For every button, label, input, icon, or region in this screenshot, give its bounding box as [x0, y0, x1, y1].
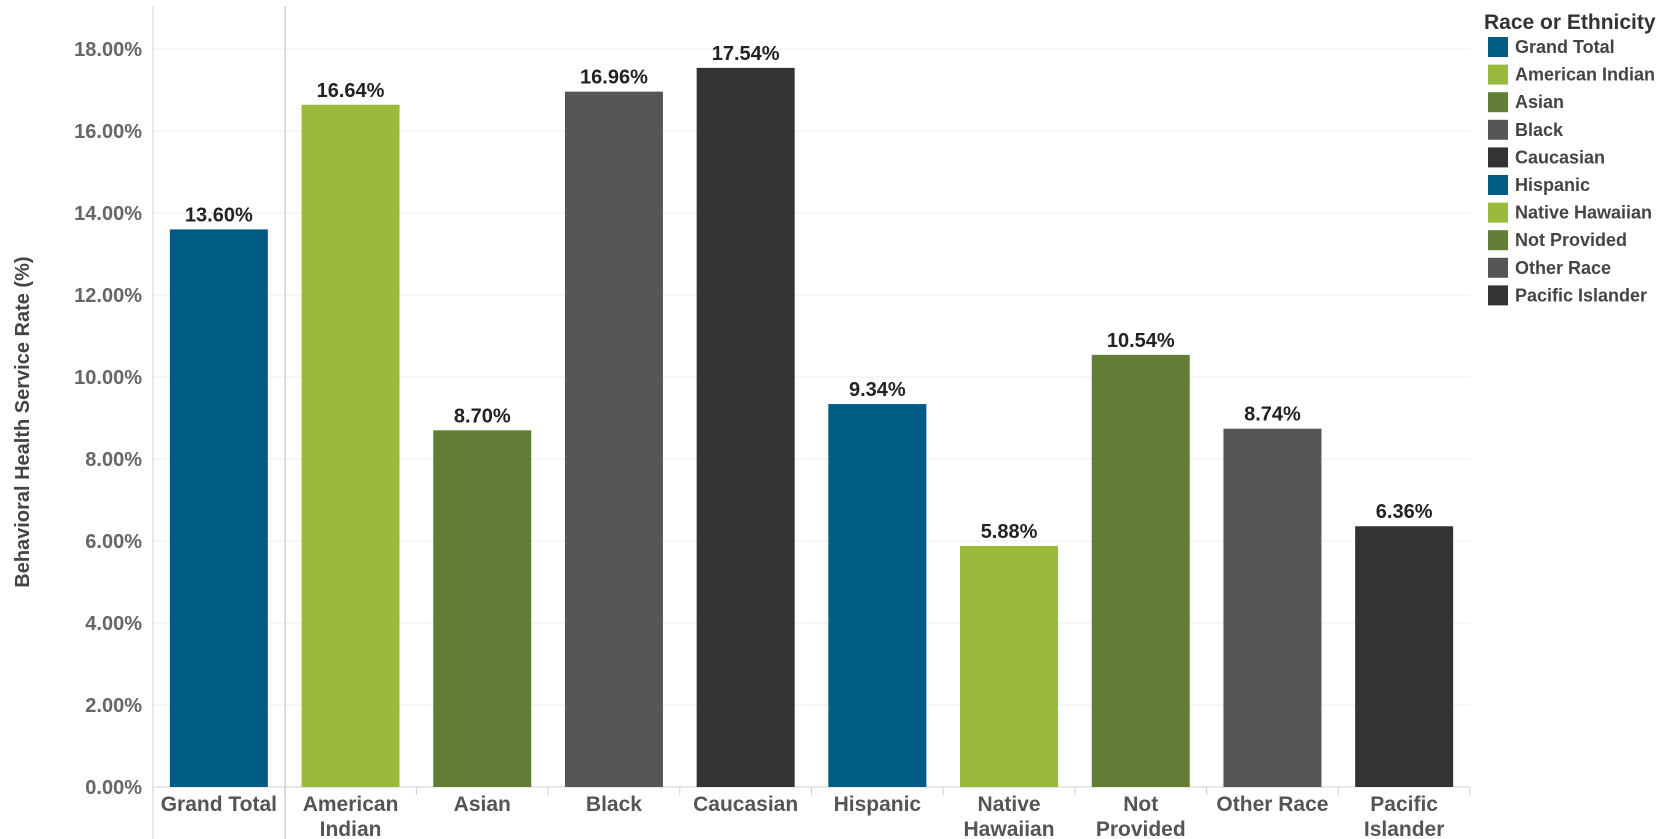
legend-entry-label: Other Race [1515, 258, 1611, 278]
legend-entry-label: Pacific Islander [1515, 285, 1647, 305]
y-tick-label: 14.00% [74, 203, 142, 225]
y-tick-label: 10.00% [74, 367, 142, 389]
legend-entry-label: Asian [1515, 92, 1564, 112]
bar [1091, 354, 1190, 787]
legend-title: Race or Ethnicity [1484, 11, 1656, 34]
legend-swatch [1488, 119, 1508, 140]
legend-entry-label: Not Provided [1515, 230, 1627, 250]
x-tick-label: Pacific [1370, 793, 1438, 816]
data-label: 16.64% [317, 80, 385, 102]
legend-swatch [1488, 175, 1508, 195]
y-tick-label: 8.00% [85, 449, 142, 471]
legend-entry-label: American Indian [1515, 65, 1655, 85]
x-tick-label: Hawaiian [964, 818, 1055, 839]
legend-swatch [1488, 147, 1508, 168]
bar [1355, 526, 1454, 787]
data-label: 17.54% [712, 43, 780, 65]
bar [301, 104, 400, 787]
data-label: 16.96% [580, 67, 648, 89]
x-tick-label: Hispanic [834, 793, 922, 816]
y-tick-label: 2.00% [85, 695, 142, 717]
x-tick-label: Not [1123, 793, 1158, 816]
bars [169, 67, 1454, 788]
y-axis-title: Behavioral Health Service Rate (%) [12, 256, 34, 587]
x-tick-label: Black [586, 793, 642, 816]
x-tick-label: Native [978, 793, 1041, 816]
x-tick-label: Indian [320, 818, 382, 839]
legend-swatch [1488, 285, 1508, 306]
legend-entry-label: Grand Total [1515, 37, 1615, 57]
data-label: 8.74% [1244, 404, 1301, 426]
data-label: 6.36% [1376, 501, 1433, 523]
legend-entry-label: Caucasian [1515, 147, 1605, 167]
axes: 0.00% 2.00% 4.00% 6.00% 8.00% 10.00% 12.00% 14.… [12, 6, 1471, 839]
legend-swatch [1488, 64, 1508, 85]
bar [828, 404, 927, 787]
bar [564, 91, 663, 787]
bar [433, 430, 532, 787]
legend-swatch [1488, 37, 1508, 57]
bar [960, 545, 1059, 787]
x-tick-label: Caucasian [693, 793, 798, 816]
x-tick-label: Provided [1096, 818, 1186, 839]
y-tick-label: 0.00% [85, 777, 142, 799]
legend-entry-label: Native Hawaiian [1515, 203, 1652, 223]
data-label: 9.34% [849, 379, 906, 401]
legend-swatch [1488, 92, 1508, 113]
data-labels: 13.60% 16.64% 8.70% 16.96% 17.54% 9.34% 5.88% 1… [185, 43, 1433, 543]
legend-swatch [1488, 202, 1508, 223]
y-tick-label: 4.00% [85, 613, 142, 635]
legend-swatch [1488, 257, 1508, 278]
legend-entry-label: Black [1515, 120, 1564, 140]
data-label: 10.54% [1107, 330, 1175, 352]
legend-swatch [1488, 230, 1508, 251]
y-tick-label: 18.00% [74, 39, 142, 61]
legend: Race or Ethnicity Grand Total American Ind… [1484, 11, 1656, 306]
data-label: 13.60% [185, 204, 253, 226]
bar [169, 229, 268, 787]
bar [1223, 428, 1322, 787]
x-tick-label: Grand Total [161, 793, 277, 816]
x-tick-label: Asian [454, 793, 511, 816]
legend-entry-label: Hispanic [1515, 175, 1590, 195]
data-label: 5.88% [981, 521, 1038, 543]
bar [696, 67, 795, 788]
x-tick-label: American [303, 793, 399, 816]
x-tick-label: Islander [1364, 818, 1445, 839]
y-tick-label: 12.00% [74, 285, 142, 307]
y-tick-label: 6.00% [85, 531, 142, 553]
y-tick-label: 16.00% [74, 121, 142, 143]
x-tick-label: Other Race [1216, 793, 1328, 816]
data-label: 8.70% [454, 405, 511, 427]
